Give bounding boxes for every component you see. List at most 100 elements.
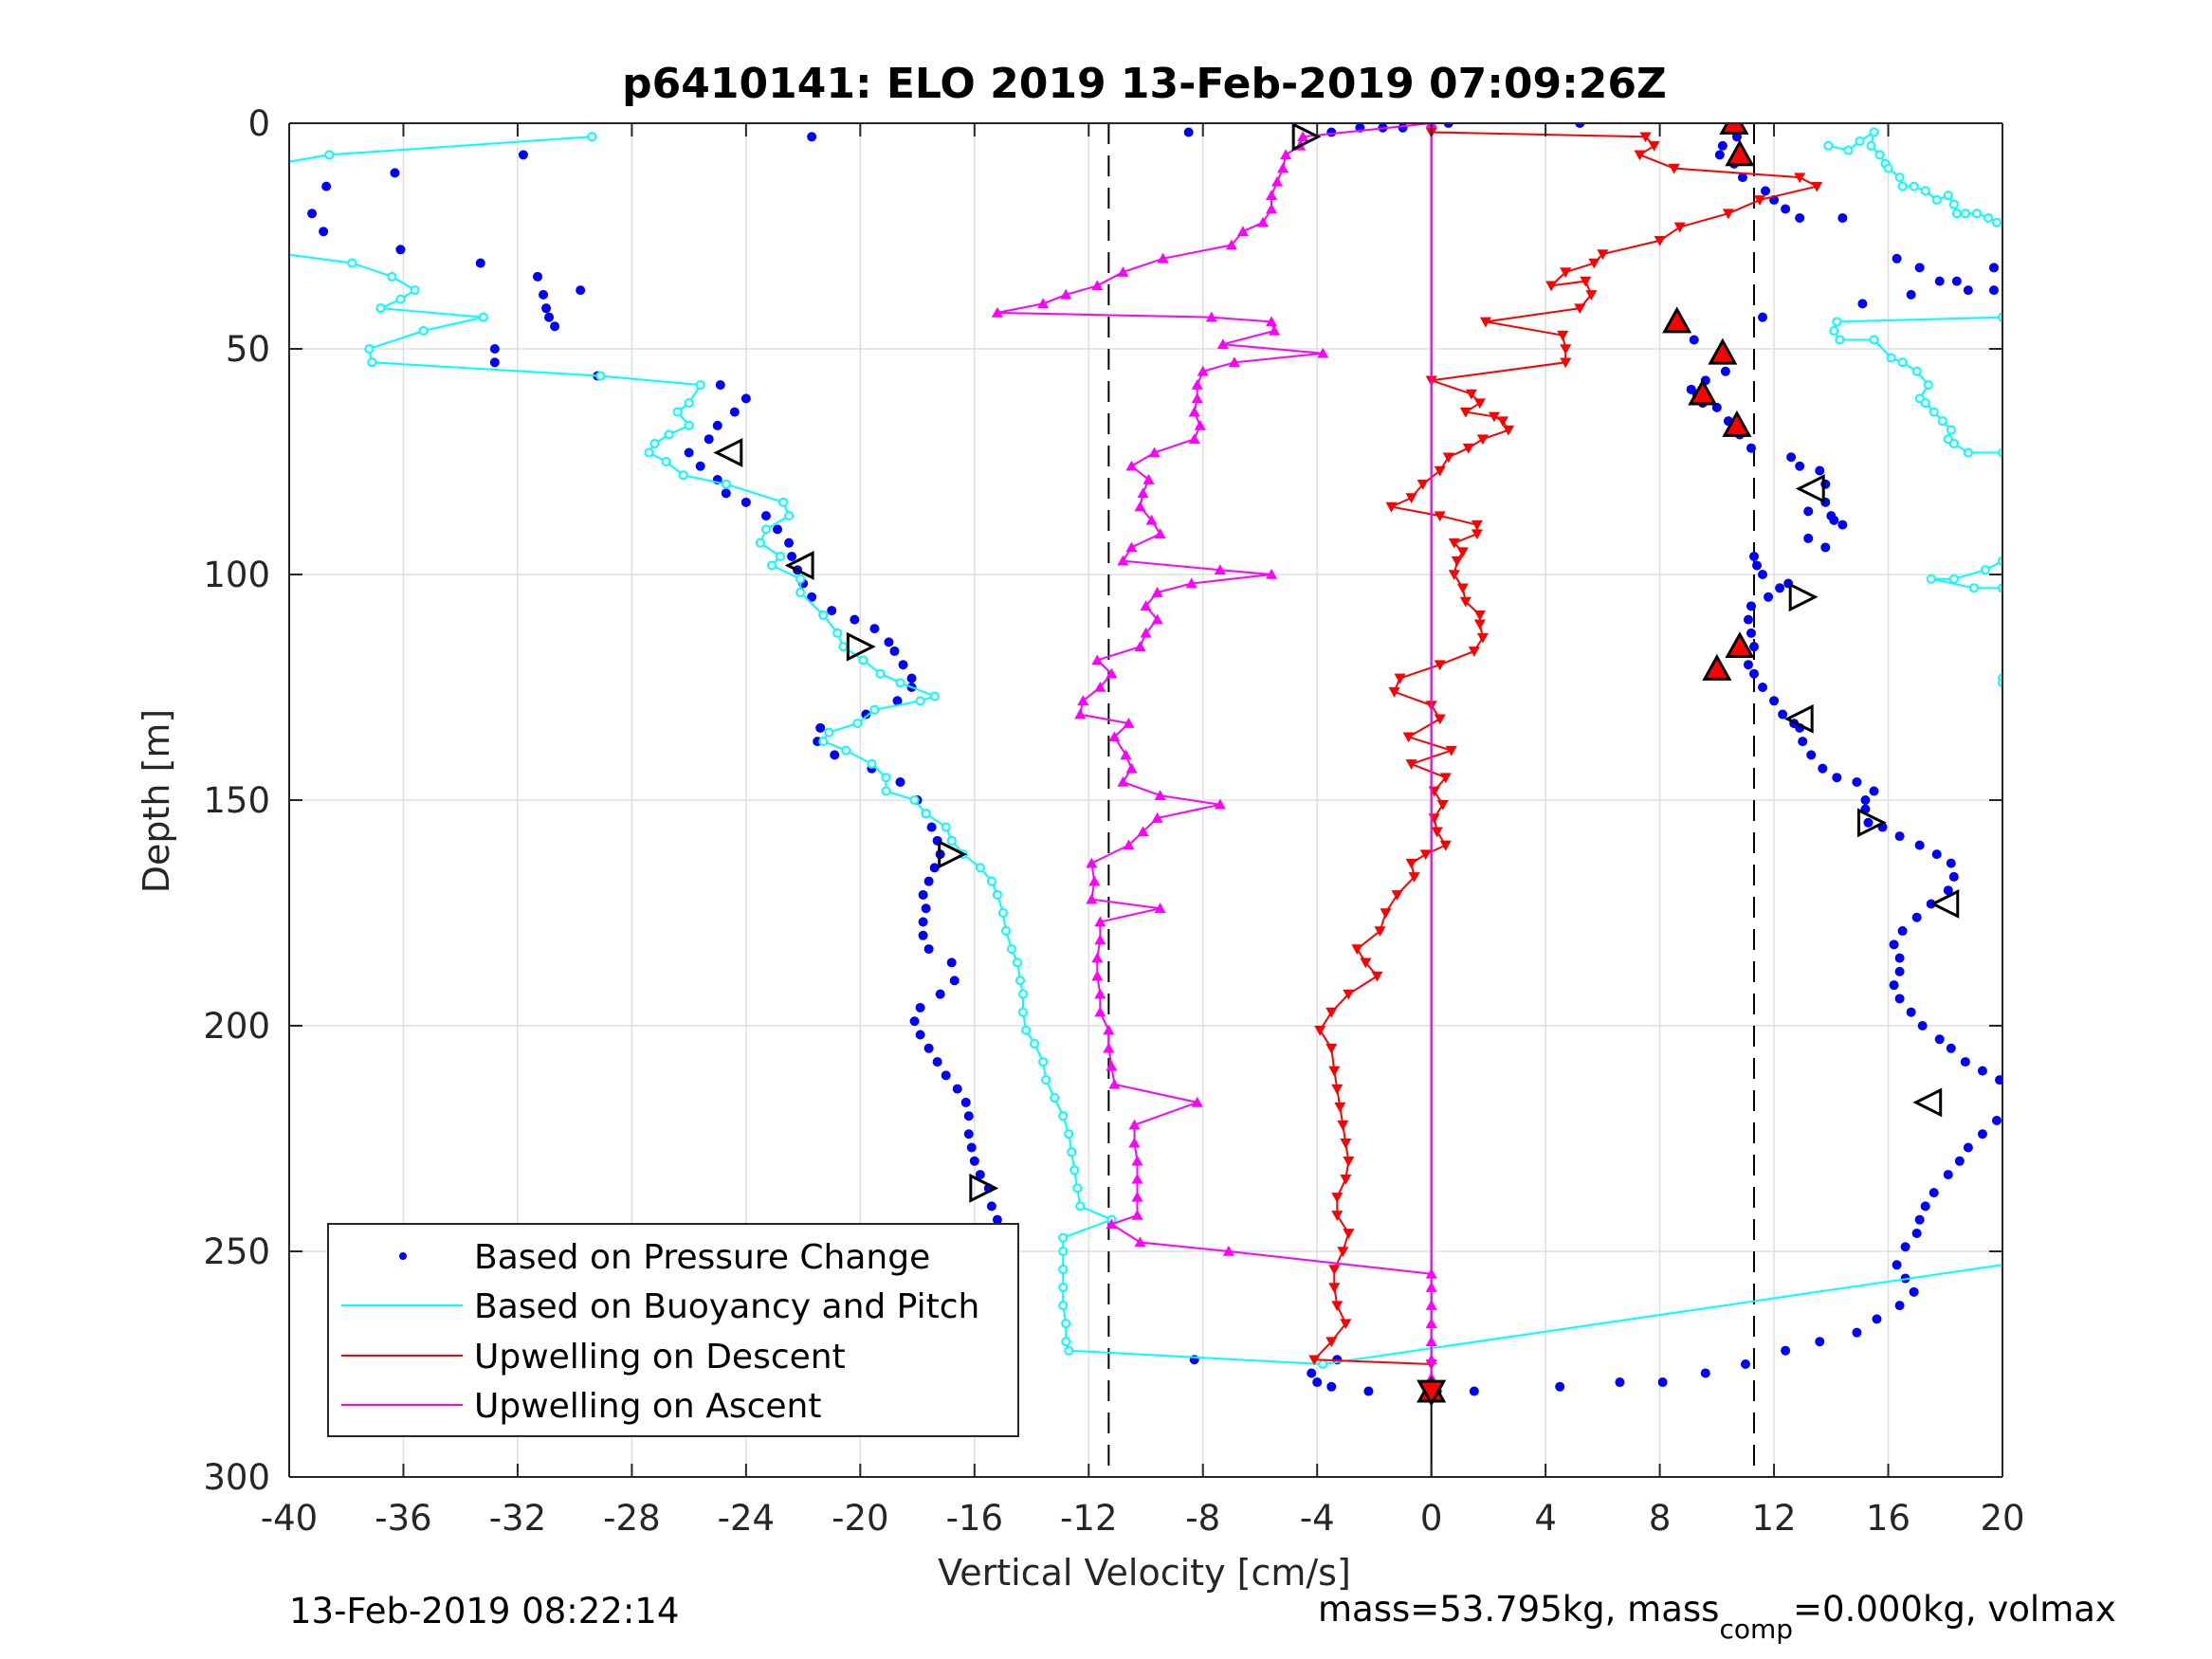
buoyancy-point bbox=[832, 628, 843, 638]
buoyancy-point bbox=[364, 344, 375, 354]
pressure-point bbox=[861, 709, 871, 720]
upwelling-ascent-point bbox=[1117, 775, 1129, 787]
axes bbox=[288, 122, 2003, 1478]
pressure-point bbox=[533, 271, 543, 282]
pressure-point bbox=[1977, 1129, 1987, 1139]
pressure-point bbox=[1748, 642, 1759, 652]
pressure-point bbox=[1469, 1386, 1479, 1396]
upwelling-descent-point bbox=[1473, 398, 1486, 410]
pressure-point bbox=[1686, 384, 1696, 394]
pressure-point bbox=[319, 227, 329, 237]
upwelling-ascent-point bbox=[1225, 239, 1237, 250]
pressure-point bbox=[729, 407, 740, 417]
pressure-point bbox=[539, 289, 549, 300]
pressure-point bbox=[740, 497, 751, 507]
buoyancy-point bbox=[587, 132, 597, 142]
buoyancy-point bbox=[1000, 926, 1011, 937]
footer-mass-prefix: mass=53.795kg, mass bbox=[1318, 1589, 1719, 1630]
upwelling-descent-point bbox=[1673, 222, 1686, 233]
upwelling-descent-point bbox=[1468, 647, 1480, 657]
pressure-point bbox=[307, 209, 318, 219]
dive-marker-triangle bbox=[1719, 123, 1749, 135]
buoyancy-point bbox=[1038, 1057, 1049, 1067]
buoyancy-point bbox=[1894, 173, 1905, 183]
pressure-point bbox=[1398, 123, 1408, 133]
upwelling-ascent-point bbox=[1425, 1354, 1437, 1365]
upwelling-descent-point bbox=[1574, 303, 1586, 315]
pressure-point bbox=[518, 150, 528, 160]
y-tick-label: 0 bbox=[247, 103, 270, 144]
x-tick-label: -32 bbox=[489, 1498, 546, 1539]
buoyancy-point bbox=[875, 668, 886, 679]
upwelling-ascent-point bbox=[1117, 555, 1129, 566]
pressure-point bbox=[1769, 696, 1780, 706]
upwelling-descent-point bbox=[1439, 773, 1452, 784]
buoyancy-point bbox=[1909, 181, 1919, 191]
upwelling-ascent-point bbox=[1128, 1137, 1141, 1148]
buoyancy-point bbox=[672, 407, 683, 417]
upwelling-ascent-point bbox=[1103, 1024, 1115, 1035]
upwelling-ascent-point bbox=[1256, 216, 1269, 228]
open-triangle-marker bbox=[1856, 808, 1887, 838]
x-tick-label: -28 bbox=[603, 1498, 660, 1539]
pressure-point bbox=[1657, 1377, 1668, 1388]
buoyancy-point bbox=[367, 357, 377, 368]
chart-title: p6410141: ELO 2019 13-Feb-2019 07:09:26Z bbox=[622, 60, 1667, 108]
pressure-point bbox=[489, 344, 500, 354]
pressure-point bbox=[1920, 1201, 1930, 1212]
upwelling-ascent-point bbox=[1236, 226, 1249, 237]
x-tick-label: -24 bbox=[718, 1498, 775, 1539]
pressure-point bbox=[1934, 276, 1945, 286]
pressure-point bbox=[1900, 1242, 1910, 1252]
buoyancy-point bbox=[818, 737, 829, 747]
x-tick-label: 16 bbox=[1866, 1498, 1910, 1539]
upwelling-descent-point bbox=[1408, 872, 1420, 883]
pressure-point bbox=[1837, 212, 1848, 223]
upwelling-ascent-point bbox=[1091, 970, 1104, 981]
dive-marker-triangle bbox=[1725, 631, 1755, 659]
pressure-point bbox=[1960, 1057, 1970, 1067]
pressure-point bbox=[1746, 601, 1756, 611]
pressure-point bbox=[1806, 750, 1817, 760]
buoyancy-point bbox=[387, 271, 397, 282]
buoyancy-point bbox=[778, 497, 789, 507]
buoyancy-point bbox=[274, 160, 282, 168]
upwelling-ascent-point bbox=[1197, 365, 1209, 376]
open-triangle-marker bbox=[1291, 123, 1322, 152]
buoyancy-point bbox=[695, 380, 705, 391]
pressure-point bbox=[1363, 1386, 1374, 1396]
upwelling-ascent-point bbox=[1425, 1336, 1437, 1346]
pressure-point bbox=[1615, 1377, 1625, 1388]
pressure-point bbox=[1746, 628, 1756, 638]
upwelling-descent-point bbox=[1634, 150, 1646, 161]
upwelling-descent-point bbox=[1391, 890, 1403, 901]
upwelling-descent-point bbox=[1388, 686, 1400, 698]
buoyancy-point bbox=[684, 398, 694, 409]
open-triangle-marker bbox=[1912, 1087, 1943, 1118]
upwelling-ascent-point bbox=[1271, 175, 1284, 187]
buoyancy-point bbox=[1911, 366, 1922, 376]
pressure-point bbox=[1575, 123, 1585, 128]
pressure-point bbox=[929, 863, 940, 873]
upwelling-descent-point bbox=[1722, 209, 1734, 220]
upwelling-descent-point bbox=[1431, 827, 1443, 838]
pressure-point bbox=[475, 258, 485, 268]
x-tick-label: 8 bbox=[1649, 1498, 1672, 1539]
dive-marker-triangle bbox=[1702, 653, 1732, 681]
buoyancy-point bbox=[1061, 1319, 1071, 1329]
open-triangle-marker bbox=[1929, 889, 1960, 919]
buoyancy-point bbox=[841, 745, 851, 756]
pressure-point bbox=[321, 181, 332, 191]
dive-marker-triangle bbox=[1722, 410, 1752, 437]
upwelling-descent-point bbox=[1488, 411, 1500, 423]
upwelling-descent-point bbox=[1502, 425, 1514, 436]
upwelling-ascent-point bbox=[1091, 280, 1104, 291]
upwelling-descent-point bbox=[1343, 1229, 1355, 1239]
pressure-point bbox=[963, 1129, 974, 1139]
pressure-point bbox=[1786, 452, 1797, 463]
upwelling-ascent-point bbox=[1205, 311, 1217, 322]
pressure-point bbox=[1781, 204, 1791, 214]
upwelling-ascent-point bbox=[1106, 1060, 1118, 1071]
pressure-point bbox=[918, 889, 928, 900]
buoyancy-point bbox=[795, 588, 806, 598]
